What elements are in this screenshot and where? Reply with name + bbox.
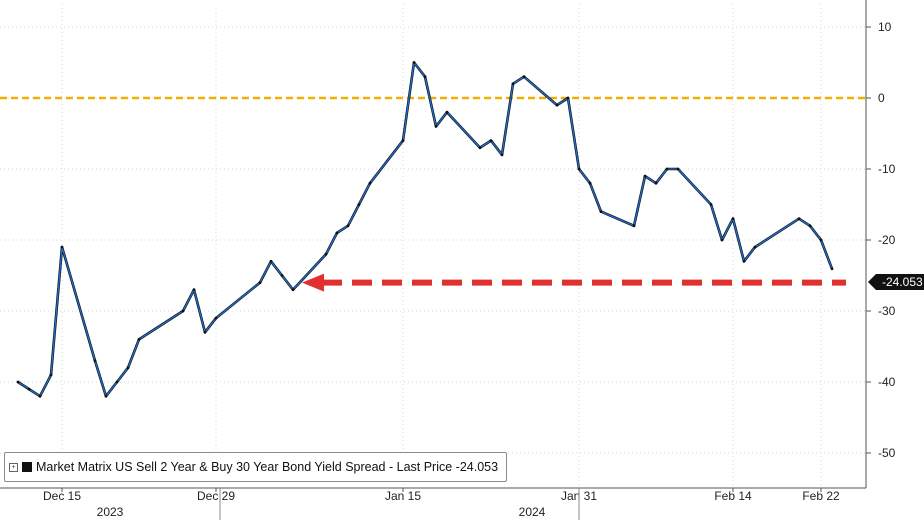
y-tick-label: -20: [878, 233, 896, 247]
series-point: [588, 181, 592, 185]
series-point: [819, 238, 823, 242]
series-point: [346, 224, 350, 228]
series-point: [214, 316, 218, 320]
series-point: [797, 217, 801, 221]
series-point: [49, 373, 53, 377]
series-line: [17, 61, 833, 397]
year-label: 2024: [519, 505, 546, 519]
series-point: [412, 61, 416, 64]
series-point: [808, 224, 812, 228]
series-point: [203, 330, 207, 334]
series-point: [434, 125, 438, 128]
y-tick-label: -30: [878, 304, 896, 318]
series-point: [291, 288, 295, 292]
series-point: [104, 394, 108, 398]
series-point: [566, 96, 570, 100]
series-point: [676, 167, 680, 171]
price-series-layer: [16, 61, 834, 398]
series-point: [357, 203, 361, 206]
x-tick-label: Feb 22: [802, 489, 840, 503]
series-point: [115, 380, 119, 384]
legend-series-swatch: [22, 462, 32, 472]
series-point: [577, 167, 581, 171]
series-point: [599, 210, 603, 214]
series-point: [38, 394, 42, 398]
series-point: [643, 174, 647, 178]
series-point: [731, 217, 735, 221]
series-point: [511, 82, 515, 86]
x-axis: Dec 15 Dec 29 Jan 15 Jan 31 Feb 14 Feb 222023…: [0, 487, 866, 520]
chart-gridlines: [0, 4, 866, 488]
series-point: [445, 110, 449, 114]
chart-legend[interactable]: + Market Matrix US Sell 2 Year & Buy 30 …: [4, 452, 508, 482]
y-tick-label: -40: [878, 375, 896, 389]
series-point: [709, 203, 713, 206]
series-point: [522, 75, 526, 79]
series-point: [126, 366, 130, 370]
x-tick-label: Dec 29: [197, 489, 235, 503]
series-point: [368, 181, 372, 185]
series-point: [60, 245, 64, 249]
series-point: [632, 224, 636, 228]
last-price-value: -24.053: [882, 275, 923, 289]
series-point: [555, 103, 559, 107]
y-tick-label: 10: [878, 20, 892, 34]
series-point: [500, 153, 504, 157]
series-point: [27, 387, 31, 391]
series-point: [93, 359, 97, 363]
x-tick-label: Jan 15: [385, 489, 421, 503]
series-point: [137, 338, 141, 341]
series-point: [258, 281, 262, 284]
series-point: [720, 238, 724, 242]
y-tick-label: -50: [878, 446, 896, 460]
year-label: 2023: [97, 505, 124, 519]
legend-label: Market Matrix US Sell 2 Year & Buy 30 Ye…: [36, 460, 499, 474]
legend-expand-icon[interactable]: +: [9, 462, 18, 472]
support-arrow-head: [302, 273, 324, 292]
y-tick-label: 0: [878, 91, 885, 105]
series-point: [181, 309, 185, 313]
support-arrow-layer: [302, 273, 846, 292]
series-point: [280, 274, 284, 277]
last-price-tag: -24.053: [868, 274, 924, 290]
series-point: [324, 252, 328, 256]
series-point: [665, 167, 669, 171]
series-point: [269, 259, 273, 263]
series-point: [478, 146, 482, 150]
series-point: [401, 139, 405, 143]
series-point: [830, 267, 834, 271]
series-line-outline: [17, 61, 834, 398]
series-point: [335, 231, 339, 235]
x-tick-label: Feb 14: [714, 489, 752, 503]
series-point: [16, 380, 20, 384]
series-point: [753, 245, 757, 249]
y-tick-label: -10: [878, 162, 896, 176]
series-point: [192, 288, 196, 292]
series-point: [742, 259, 746, 263]
series-point: [489, 139, 493, 143]
x-tick-label: Dec 15: [43, 489, 81, 503]
series-point: [423, 75, 427, 79]
y-axis: 10 0 -10 -20 -30 -40 -50: [865, 0, 896, 488]
series-point: [654, 181, 658, 185]
